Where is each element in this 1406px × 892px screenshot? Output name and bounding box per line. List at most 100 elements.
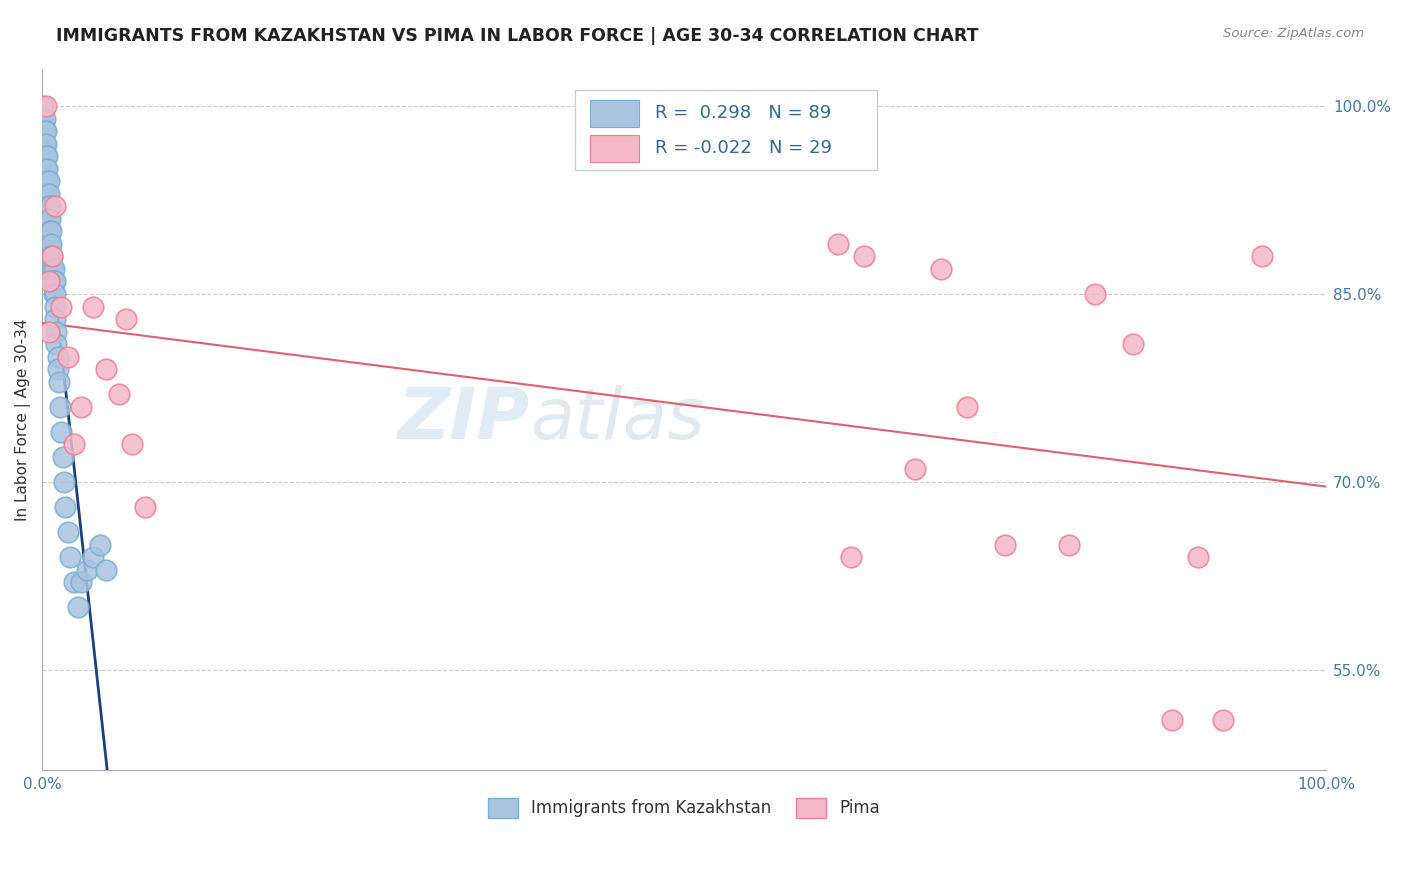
Text: atlas: atlas (530, 384, 704, 454)
Point (38, 199, 60, 213)
Point (42, 262, 65, 277)
Point (34, 224, 56, 238)
Point (1161, 713, 1184, 727)
Point (1122, 337, 1144, 351)
Text: Source: ZipAtlas.com: Source: ZipAtlas.com (1223, 27, 1364, 40)
Point (34, 136, 56, 151)
Point (38, 224, 60, 238)
Point (37, 236, 59, 251)
Point (32, 174, 55, 188)
Point (1212, 713, 1234, 727)
Point (34, 112, 56, 126)
Point (59, 549, 82, 564)
Point (1059, 537, 1081, 551)
Point (53, 500, 76, 514)
Text: ZIP: ZIP (398, 384, 530, 454)
Point (82, 300, 104, 314)
Point (44, 287, 66, 301)
Point (121, 437, 143, 451)
Point (38, 211, 60, 226)
Point (38, 199, 60, 213)
Point (63, 437, 86, 451)
Point (82, 549, 104, 564)
Legend: Immigrants from Kazakhstan, Pima: Immigrants from Kazakhstan, Pima (481, 791, 887, 825)
Point (994, 537, 1017, 551)
Point (37, 174, 59, 188)
Point (46, 362, 69, 376)
Point (108, 387, 131, 401)
Point (38, 186, 60, 201)
Point (35, 262, 58, 277)
Point (52, 450, 75, 464)
FancyBboxPatch shape (591, 136, 640, 161)
Point (852, 249, 875, 263)
Point (38, 249, 60, 263)
Point (35, 211, 58, 226)
Point (37, 149, 59, 163)
Point (35, 236, 58, 251)
Point (38, 262, 60, 277)
Point (1250, 249, 1272, 263)
Point (955, 400, 977, 414)
Point (35, 249, 58, 263)
Point (34, 124, 56, 138)
Point (39, 262, 62, 277)
Point (35, 174, 58, 188)
Point (35, 224, 58, 238)
Point (42, 287, 65, 301)
Point (52, 475, 75, 489)
Point (37, 161, 59, 176)
Point (44, 199, 66, 213)
Point (96, 563, 118, 577)
Point (38, 325, 60, 339)
Point (32, 99, 55, 113)
Point (38, 236, 60, 251)
Point (34, 186, 56, 201)
Point (41, 275, 63, 289)
Point (38, 174, 60, 188)
Point (37, 186, 59, 201)
Point (32, 199, 55, 213)
Point (96, 362, 118, 376)
Point (34, 149, 56, 163)
Point (49, 400, 72, 414)
Point (35, 99, 58, 113)
FancyBboxPatch shape (591, 100, 640, 127)
Point (37, 249, 59, 263)
Point (35, 136, 58, 151)
Point (1084, 287, 1107, 301)
Point (63, 575, 86, 590)
Text: R = -0.022   N = 29: R = -0.022 N = 29 (655, 139, 831, 158)
Point (827, 236, 849, 251)
Point (1187, 549, 1209, 564)
Point (134, 500, 156, 514)
Point (37, 211, 59, 226)
Point (34, 236, 56, 251)
Point (35, 186, 58, 201)
Point (904, 462, 927, 476)
Point (38, 249, 60, 263)
Point (32, 186, 55, 201)
Point (48, 375, 70, 389)
FancyBboxPatch shape (575, 89, 877, 170)
Point (67, 600, 90, 615)
Point (35, 149, 58, 163)
Point (44, 300, 66, 314)
Point (38, 236, 60, 251)
Point (41, 249, 63, 263)
Point (39, 224, 62, 238)
Y-axis label: In Labor Force | Age 30-34: In Labor Force | Age 30-34 (15, 318, 31, 521)
Point (76, 563, 98, 577)
Point (32, 124, 55, 138)
Point (839, 549, 862, 564)
Point (42, 275, 65, 289)
Point (929, 262, 952, 277)
Point (39, 249, 62, 263)
Point (34, 199, 56, 213)
Point (38, 275, 60, 289)
Point (51, 300, 73, 314)
Point (41, 249, 63, 263)
Point (34, 211, 56, 226)
Point (35, 161, 58, 176)
Point (46, 350, 69, 364)
